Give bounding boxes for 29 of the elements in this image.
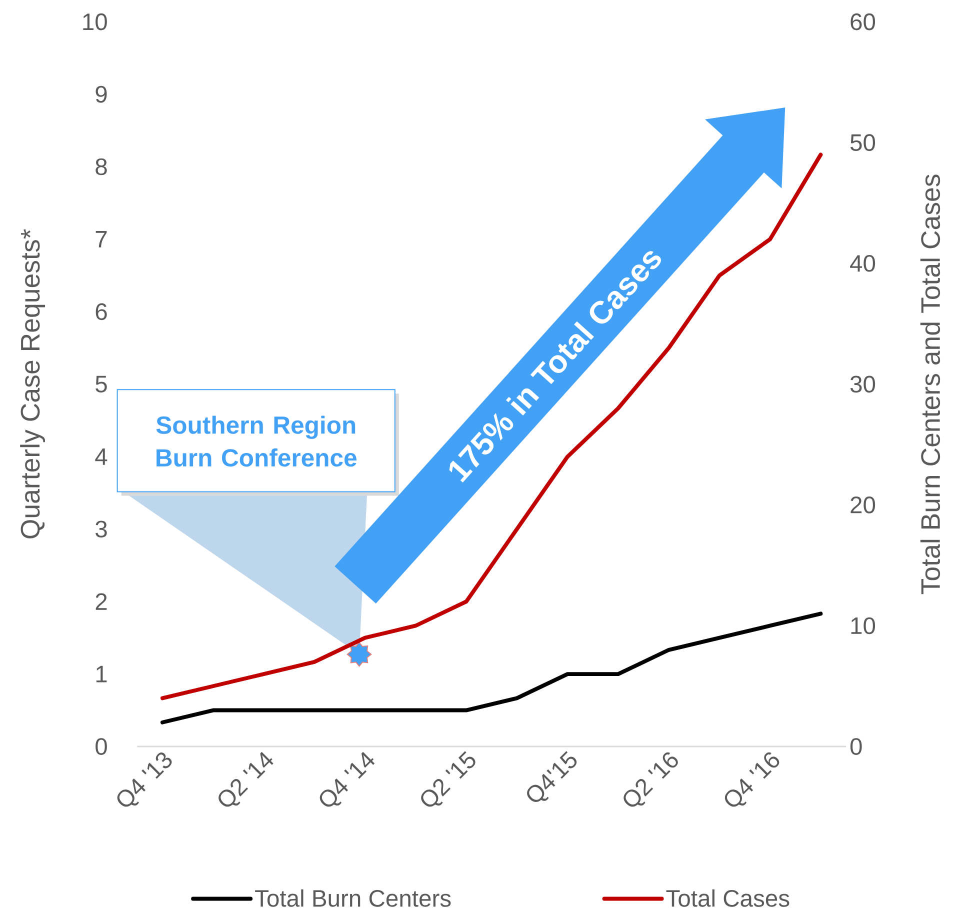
y-tick-label: 1 [96, 666, 107, 682]
y2-axis-title: Total Burn Centers and Total Cases [920, 174, 940, 594]
y-tick-label: 10 [83, 13, 107, 30]
y-tick-label: 8 [96, 158, 107, 176]
y2-tick-label: 40 [850, 254, 876, 272]
y-tick-label: 7 [96, 230, 107, 248]
legend-label: Total Burn Centers [255, 889, 451, 907]
y-tick-label: 6 [96, 303, 107, 320]
y-tick-label: 4 [95, 448, 108, 465]
y-tick-label: 3 [96, 520, 107, 538]
y-tick-label: 2 [96, 593, 107, 610]
x-tick-label: Q2 '14 [218, 752, 274, 807]
y-axis-title: Quarterly Case Requests* [20, 229, 46, 538]
x-tick-label: Q4 '14 [320, 752, 375, 807]
y2-tick-label: 30 [850, 376, 876, 393]
y-tick-label: 0 [96, 738, 107, 755]
x-tick-label: Q2 '16 [624, 752, 678, 807]
y2-tick-label: 60 [850, 13, 876, 30]
x-tick-label: Q4 '16 [724, 752, 780, 807]
legend-label: Total Cases [666, 889, 790, 907]
x-tick-label: Q2 '15 [421, 751, 476, 807]
y2-tick-label: 50 [850, 134, 876, 151]
y2-tick-label: 0 [850, 738, 862, 755]
y2-tick-label: 20 [850, 496, 876, 514]
annotation: Southern Region Burn Conference [156, 416, 356, 467]
y2-tick-label: 10 [851, 617, 876, 634]
y-tick-label: 5 [96, 376, 107, 392]
y-tick-label: 9 [96, 86, 107, 103]
x-tick-label: Q4 '13 [117, 752, 172, 807]
